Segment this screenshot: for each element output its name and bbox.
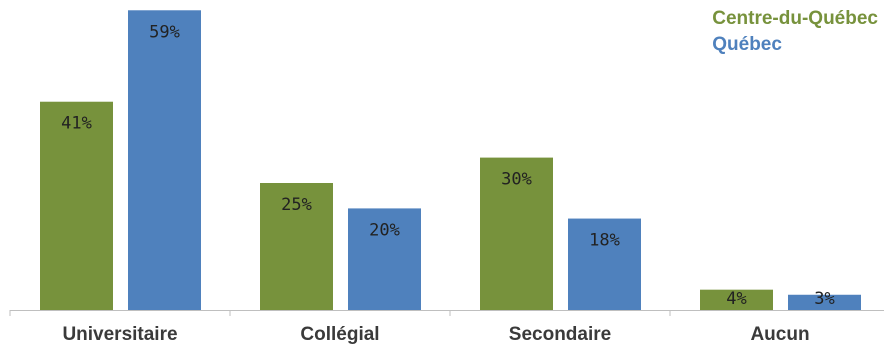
x-axis: Universitaire Collégial Secondaire Aucun <box>9 310 884 345</box>
bar-aucun-quebec <box>788 294 861 310</box>
bars-group: 41% 59% 25% 20% 30% 18% 4% 3% <box>40 10 861 311</box>
x-tick-label-aucun: Aucun <box>750 324 809 345</box>
bar-secondaire-quebec <box>568 218 641 310</box>
bar-aucun-centre-du-quebec <box>700 289 773 310</box>
data-label-collegial-quebec: 20% <box>369 220 400 240</box>
bar-collegial-centre-du-quebec <box>260 183 333 310</box>
data-label-aucun-quebec: 3% <box>814 289 834 309</box>
legend: Centre-du-Québec Québec <box>712 6 878 58</box>
bar-universitaire-quebec <box>128 10 201 311</box>
legend-item-centre-du-quebec: Centre-du-Québec <box>712 8 878 29</box>
data-label-universitaire-quebec: 59% <box>149 22 180 42</box>
x-tick-label-universitaire: Universitaire <box>62 324 177 345</box>
data-label-aucun-centre-du-quebec: 4% <box>726 289 746 309</box>
data-label-universitaire-centre-du-quebec: 41% <box>61 114 92 134</box>
legend-item-quebec: Québec <box>712 34 782 55</box>
x-tick-label-secondaire: Secondaire <box>509 324 611 345</box>
bar-collegial-quebec <box>348 208 421 310</box>
data-label-secondaire-centre-du-quebec: 30% <box>501 170 532 190</box>
bar-secondaire-centre-du-quebec <box>480 157 553 310</box>
bar-universitaire-centre-du-quebec <box>40 101 113 310</box>
data-label-secondaire-quebec: 18% <box>589 231 620 251</box>
x-tick-label-collegial: Collégial <box>300 324 379 345</box>
data-label-collegial-centre-du-quebec: 25% <box>281 195 312 215</box>
